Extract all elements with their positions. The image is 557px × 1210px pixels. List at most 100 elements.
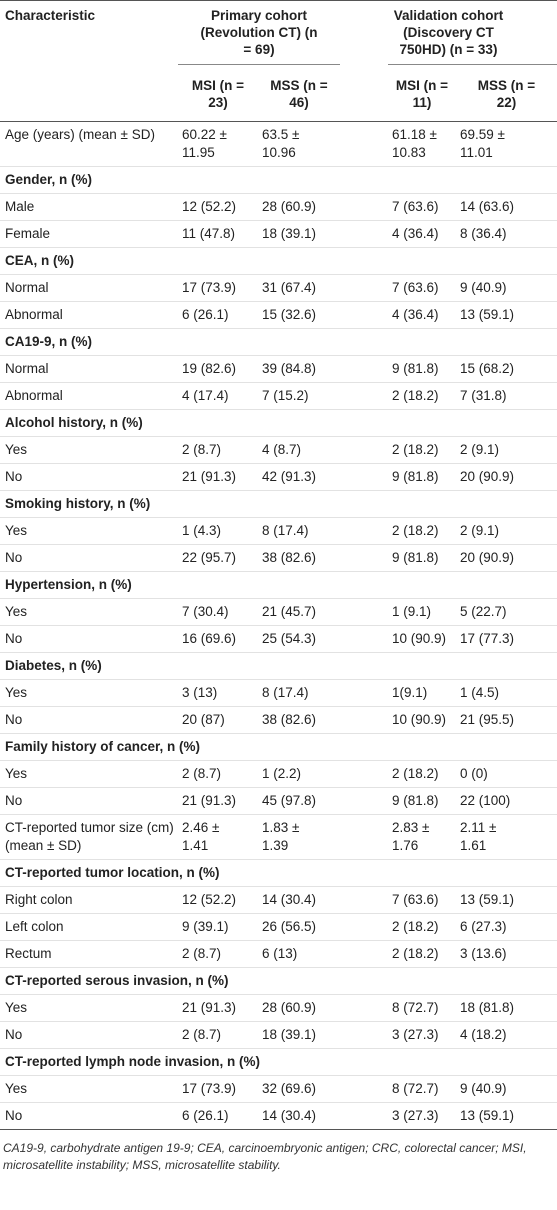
cell: 4 (36.4) [388, 302, 456, 329]
spacer [340, 383, 388, 410]
cell: 8 (17.4) [258, 680, 340, 707]
table-row: No 22 (95.7) 38 (82.6) 9 (81.8) 20 (90.9) [0, 545, 557, 572]
cell-value: 1 (4.3) [182, 523, 222, 538]
table-row: No 21 (91.3) 45 (97.8) 9 (81.8) 22 (100) [0, 788, 557, 815]
spacer [340, 995, 388, 1022]
cell: 2.11 ± 1.61 [456, 815, 557, 860]
cell-value: 2 (18.2) [392, 388, 439, 403]
table-row: Yes 1 (4.3) 8 (17.4) 2 (18.2) 2 (9.1) [0, 518, 557, 545]
row-label: Yes [5, 766, 28, 781]
cell: 3 (13) [178, 680, 258, 707]
cell-value: 17 (73.9) [182, 1081, 237, 1096]
cell-value: 9 (81.8) [392, 469, 439, 484]
cell: 20 (90.9) [456, 545, 557, 572]
cell: 21 (91.3) [178, 995, 258, 1022]
cell: 4 (17.4) [178, 383, 258, 410]
cell-value: 8 (17.4) [262, 523, 309, 538]
cell-value: 9 (40.9) [460, 1081, 507, 1096]
row-label: Age (years) (mean ± SD) [5, 127, 155, 142]
spacer [340, 1076, 388, 1103]
subheader: MSS (n = 22) [456, 65, 557, 122]
table-row: Age (years) (mean ± SD) 60.22 ± 11.95 63.5… [0, 122, 557, 167]
footnote: CA19-9, carbohydrate antigen 19-9; CEA, … [3, 1141, 527, 1172]
cell-value: 7 (63.6) [392, 280, 439, 295]
cell: 9 (81.8) [388, 464, 456, 491]
cell: 10 (90.9) [388, 707, 456, 734]
table-row: Rectum 2 (8.7) 6 (13) 2 (18.2) 3 (13.6) [0, 941, 557, 968]
cell: 28 (60.9) [258, 194, 340, 221]
cell-value: 38 (82.6) [262, 550, 317, 565]
spacer [340, 761, 388, 788]
table-row: Yes 21 (91.3) 28 (60.9) 8 (72.7) 18 (81.8) [0, 995, 557, 1022]
cell: 38 (82.6) [258, 545, 340, 572]
cell-value: 2 (18.2) [392, 442, 439, 457]
row-label: No [5, 550, 23, 565]
cell-value: 2.11 ± 1.61 [460, 820, 497, 853]
row-label: No [5, 1108, 23, 1123]
table-row: No 16 (69.6) 25 (54.3) 10 (90.9) 17 (77.3) [0, 626, 557, 653]
section-label: Diabetes, n (%) [5, 658, 102, 673]
cell: 2 (18.2) [388, 437, 456, 464]
row-label: Normal [5, 280, 49, 295]
table-row: Normal 17 (73.9) 31 (67.4) 7 (63.6) 9 (40.9) [0, 275, 557, 302]
table-row: CEA, n (%) [0, 248, 557, 275]
cell-value: 6 (27.3) [460, 919, 507, 934]
table-row: Yes 7 (30.4) 21 (45.7) 1 (9.1) 5 (22.7) [0, 599, 557, 626]
cell-value: 8 (36.4) [460, 226, 507, 241]
cell: 13 (59.1) [456, 302, 557, 329]
spacer [340, 914, 388, 941]
cell-value: 18 (39.1) [262, 226, 317, 241]
cell-value: 63.5 ± 10.96 [262, 127, 300, 160]
spacer [340, 221, 388, 248]
cell-value: 8 (72.7) [392, 1081, 439, 1096]
table-row: Abnormal 6 (26.1) 15 (32.6) 4 (36.4) 13 (59.… [0, 302, 557, 329]
cell: 8 (72.7) [388, 1076, 456, 1103]
characteristics-table: Characteristic Primary cohort (Revolutio… [0, 0, 557, 1130]
table-row: CT-reported tumor location, n (%) [0, 860, 557, 887]
row-label: CT-reported tumor size (cm) (mean ± SD) [5, 820, 174, 853]
cell: 21 (95.5) [456, 707, 557, 734]
cell-value: 4 (18.2) [460, 1027, 507, 1042]
cell-value: 20 (90.9) [460, 550, 515, 565]
table-row: Yes 2 (8.7) 4 (8.7) 2 (18.2) 2 (9.1) [0, 437, 557, 464]
cell: 2 (18.2) [388, 914, 456, 941]
cell: 2 (8.7) [178, 761, 258, 788]
cell-value: 20 (90.9) [460, 469, 515, 484]
header-validation: Validation cohort (Discovery CT 750HD) (… [340, 1, 557, 65]
spacer [340, 464, 388, 491]
cell-value: 22 (95.7) [182, 550, 237, 565]
cell-value: 2.46 ± 1.41 [182, 820, 220, 853]
cell-value: 1.83 ± 1.39 [262, 820, 300, 853]
cell-value: 2 (18.2) [392, 946, 439, 961]
cell-value: 18 (81.8) [460, 1000, 515, 1015]
subheader-text: MSS (n = 22) [477, 78, 536, 110]
cell: 2 (9.1) [456, 518, 557, 545]
subheader: MSI (n = 11) [388, 65, 456, 122]
cell-value: 45 (97.8) [262, 793, 317, 808]
header-primary-text: Primary cohort (Revolution CT) (n = 69) [200, 8, 318, 57]
spacer [340, 707, 388, 734]
cell: 21 (91.3) [178, 464, 258, 491]
table-row: Male 12 (52.2) 28 (60.9) 7 (63.6) 14 (63.6) [0, 194, 557, 221]
section-label: Alcohol history, n (%) [5, 415, 143, 430]
cell: 2.46 ± 1.41 [178, 815, 258, 860]
cell: 7 (30.4) [178, 599, 258, 626]
cell: 39 (84.8) [258, 356, 340, 383]
cell: 11 (47.8) [178, 221, 258, 248]
table-row: CA19-9, n (%) [0, 329, 557, 356]
cell-value: 21 (91.3) [182, 793, 237, 808]
cell: 22 (95.7) [178, 545, 258, 572]
section-label: CA19-9, n (%) [5, 334, 93, 349]
cell-value: 9 (81.8) [392, 550, 439, 565]
cell: 4 (8.7) [258, 437, 340, 464]
cell-value: 15 (32.6) [262, 307, 317, 322]
group-rule [0, 64, 557, 65]
cell: 8 (36.4) [456, 221, 557, 248]
spacer [340, 626, 388, 653]
cell: 3 (27.3) [388, 1103, 456, 1130]
cell: 17 (73.9) [178, 275, 258, 302]
row-label: No [5, 712, 23, 727]
cell-value: 2 (9.1) [460, 523, 500, 538]
spacer [340, 680, 388, 707]
